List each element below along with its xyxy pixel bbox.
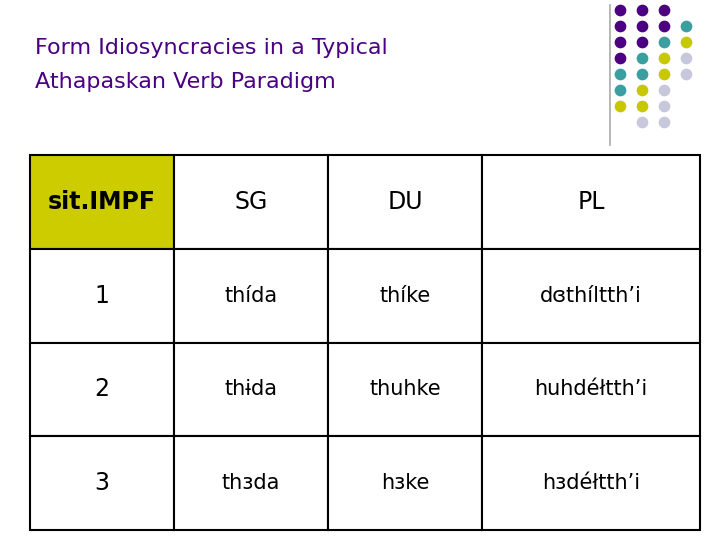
Point: [636, 102, 648, 110]
Bar: [174, 155, 328, 249]
Point: [680, 38, 692, 46]
Point: [614, 53, 626, 62]
Text: 2: 2: [94, 377, 109, 401]
Point: [614, 22, 626, 30]
Point: [636, 53, 648, 62]
Point: [614, 6, 626, 15]
Text: Athapaskan Verb Paradigm: Athapaskan Verb Paradigm: [35, 72, 336, 92]
Text: sit.IMPF: sit.IMPF: [48, 190, 156, 214]
Point: [636, 38, 648, 46]
Text: Form Idiosyncracies in a Typical: Form Idiosyncracies in a Typical: [35, 38, 388, 58]
Text: dɞthíltth’i: dɞthíltth’i: [540, 286, 642, 306]
Point: [636, 6, 648, 15]
Text: DU: DU: [387, 190, 423, 214]
Text: PL: PL: [577, 190, 605, 214]
Point: [680, 70, 692, 78]
Text: thída: thída: [225, 286, 278, 306]
Point: [614, 102, 626, 110]
Point: [614, 38, 626, 46]
Point: [658, 38, 670, 46]
Bar: [482, 155, 700, 249]
Text: thíke: thíke: [379, 286, 431, 306]
Text: SG: SG: [235, 190, 268, 214]
Bar: [328, 342, 482, 436]
Text: 3: 3: [94, 471, 109, 495]
Bar: [174, 436, 328, 530]
Point: [636, 70, 648, 78]
Point: [614, 70, 626, 78]
Point: [636, 22, 648, 30]
Bar: [174, 342, 328, 436]
Point: [614, 86, 626, 94]
Text: hɜke: hɜke: [381, 473, 429, 493]
Point: [680, 22, 692, 30]
Bar: [30, 342, 174, 436]
Text: thɜda: thɜda: [222, 473, 280, 493]
Point: [636, 86, 648, 94]
Bar: [30, 155, 174, 249]
Point: [636, 118, 648, 126]
Text: 1: 1: [94, 284, 109, 308]
Bar: [30, 249, 174, 342]
Text: thɨda: thɨda: [225, 380, 278, 400]
Point: [658, 102, 670, 110]
Bar: [482, 436, 700, 530]
Bar: [328, 249, 482, 342]
Bar: [30, 436, 174, 530]
Point: [658, 86, 670, 94]
Bar: [328, 155, 482, 249]
Bar: [174, 249, 328, 342]
Text: thuhke: thuhke: [369, 380, 441, 400]
Point: [658, 53, 670, 62]
Point: [680, 53, 692, 62]
Bar: [482, 249, 700, 342]
Bar: [482, 342, 700, 436]
Point: [658, 22, 670, 30]
Point: [658, 118, 670, 126]
Bar: [328, 436, 482, 530]
Point: [658, 70, 670, 78]
Point: [658, 6, 670, 15]
Text: huhdéłtth’i: huhdéłtth’i: [534, 380, 648, 400]
Text: hɜdéłtth’i: hɜdéłtth’i: [542, 473, 640, 493]
